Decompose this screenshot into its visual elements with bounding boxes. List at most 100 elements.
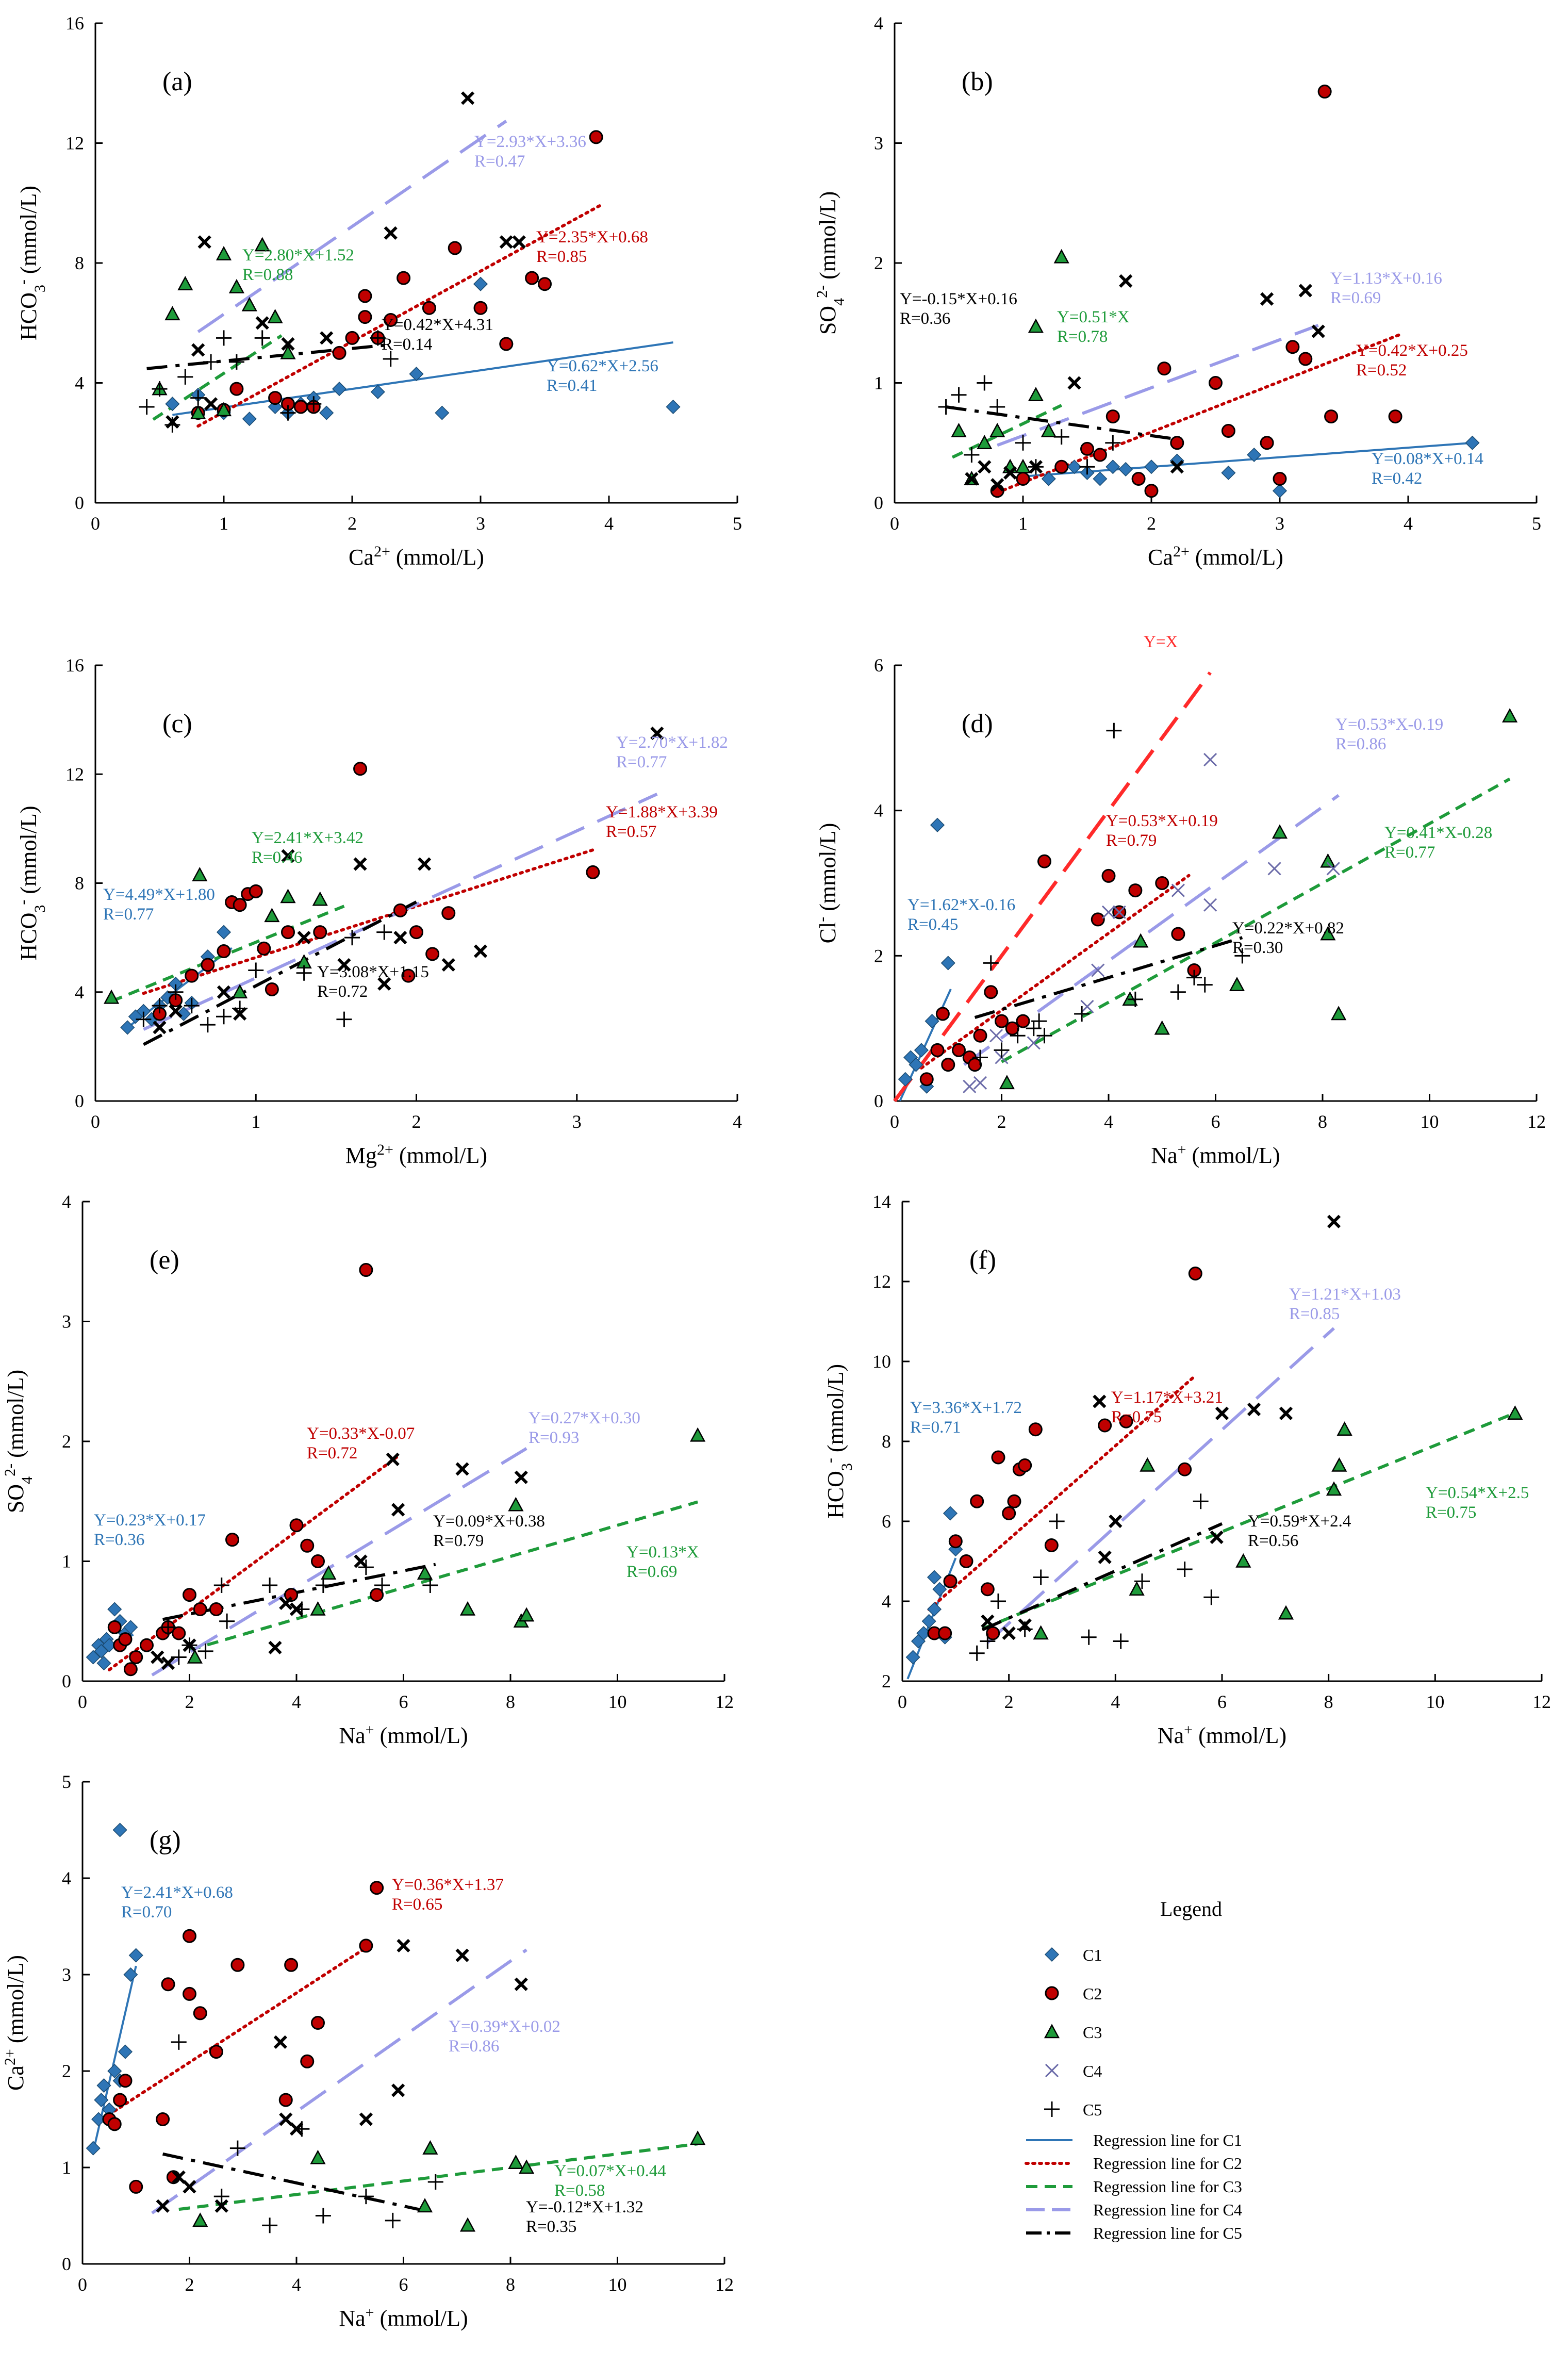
point-c4 [1080,999,1094,1013]
point-c5 [262,2218,278,2233]
regression-line-c5 [981,1522,1223,1632]
correlation-c2: R=0.52 [1356,361,1407,380]
equation-c2: Y=0.36*X+1.37 [392,1876,504,1894]
point-c2 [201,958,215,972]
y-tick-label: 0 [62,1671,71,1691]
point-c2 [209,1602,223,1616]
point-c1 [1144,459,1159,474]
point-c1 [216,925,232,940]
point-c1 [107,2063,122,2079]
point-c5x [393,931,407,945]
panel-label: (f) [969,1245,996,1275]
point-c5 [374,1578,390,1593]
point-c1 [1067,459,1082,474]
correlation-c2: R=0.85 [536,248,587,266]
point-c2 [281,925,295,940]
point-c3 [1336,1421,1352,1436]
point-c5x [359,2112,373,2126]
y-tick-label: 5 [62,1771,71,1792]
point-c2 [284,1588,299,1602]
x-tick-label: 2 [348,513,357,534]
point-c2 [172,1626,186,1640]
point-c4 [1326,862,1340,876]
legend-marker-c1 [1044,1947,1060,1962]
point-c2 [980,1582,995,1597]
point-c3 [977,435,993,450]
panel-label: (c) [162,709,192,738]
point-c5x [965,472,979,486]
point-c3 [1320,926,1336,941]
point-c5 [1079,459,1095,475]
point-c2 [183,1588,196,1602]
point-c4 [989,1029,1003,1043]
point-c3 [1235,1553,1251,1568]
point-c2 [257,941,271,956]
regression-line-c2 [919,874,1191,1070]
point-c2 [1098,1418,1112,1433]
point-c2 [499,337,514,351]
correlation-c4: R=0.86 [449,2037,499,2056]
x-tick-label: 10 [608,1691,627,1712]
point-c5x [1002,1626,1016,1640]
point-c3 [1278,1605,1294,1620]
point-c5 [315,1578,331,1593]
point-c5 [213,1578,229,1593]
regression-line-c5 [162,1563,436,1621]
point-c1 [1093,471,1108,486]
point-c5x [353,857,367,871]
point-c5x [1067,376,1081,390]
equation-c4: Y=2.70*X+1.82 [616,733,728,752]
point-c3 [690,2130,706,2145]
point-c2 [225,1533,239,1547]
point-c5x [217,985,231,999]
point-c2 [1131,472,1146,486]
point-c1 [1041,471,1056,486]
point-c5 [164,417,180,433]
point-c5x [268,1640,282,1655]
point-c5x [1003,466,1017,480]
y-tick-label: 1 [62,2157,71,2178]
equation-c5: Y=-0.15*X+0.16 [900,290,1017,308]
point-c5 [1186,970,1202,986]
point-c2 [1170,436,1184,450]
point-c5x [397,1939,410,1953]
y-tick-label: 4 [62,1868,71,1888]
correlation-c5: R=0.35 [526,2218,576,2236]
point-c3 [1028,318,1044,333]
point-c2 [1044,1538,1059,1552]
point-c5x [991,478,1004,492]
regression-line-c3 [110,905,345,1003]
point-c2 [1128,883,1143,898]
point-c5x [279,1596,293,1611]
x-tick-label: 0 [91,513,100,534]
regression-line-c4 [197,120,507,333]
x-tick-label: 0 [91,1111,100,1132]
equation-c4: Y=1.21*X+1.03 [1289,1285,1401,1304]
point-c5 [385,2212,401,2228]
point-c5 [219,1613,235,1629]
point-c1 [118,2044,133,2059]
panel-label: (b) [962,67,993,96]
point-c2 [1101,868,1116,883]
regression-line-c3 [1001,777,1511,1063]
point-c2 [586,865,600,879]
correlation-c2: R=0.75 [1111,1408,1162,1426]
point-c2 [422,301,436,315]
x-tick-label: 1 [251,1111,260,1132]
point-c3 [459,2217,476,2232]
point-c2 [370,1588,384,1602]
point-c2 [970,1494,984,1508]
x-tick-label: 2 [1004,1691,1014,1712]
correlation-c5: R=0.72 [317,982,368,1001]
y-tick-label: 2 [874,253,883,273]
panel-b: 0 1 2 3 4 5 0 1 2 3 4 (b) Ca2+ (mmol/L) SO42- (mmol/L… [814,13,1542,570]
point-c2 [991,1450,1005,1465]
point-c2 [1018,1458,1032,1472]
legend-marker-c4 [1045,2063,1059,2078]
x-tick-label: 8 [506,2274,515,2295]
correlation-c1: R=0.77 [103,905,154,924]
point-c2 [1171,927,1185,941]
equation-c2: Y=2.35*X+0.68 [536,228,648,247]
equation-c4: Y=0.27*X+0.30 [529,1409,640,1427]
equation-c4: Y=1.13*X+0.16 [1330,269,1442,288]
